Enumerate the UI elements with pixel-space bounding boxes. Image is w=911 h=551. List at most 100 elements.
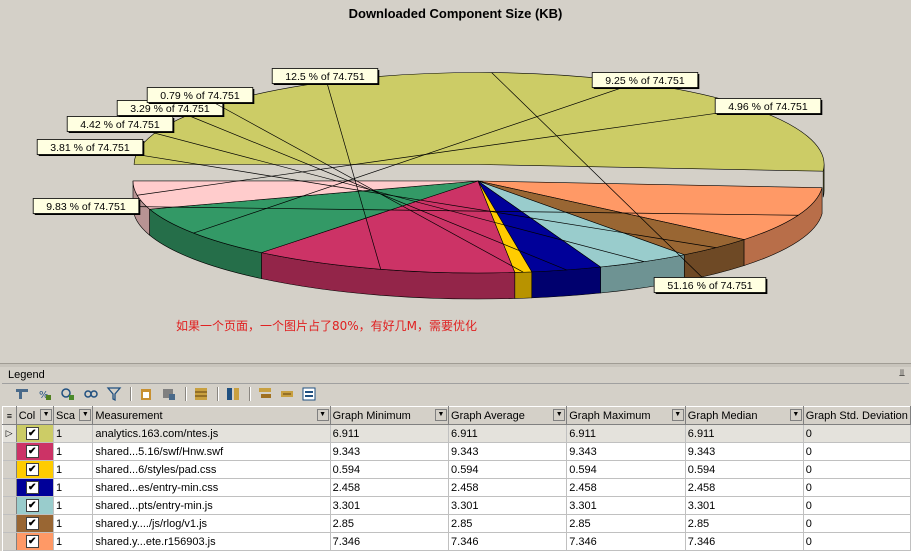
graph-std-deviation-cell: 0 [803, 514, 911, 533]
column-header-label: Col [18, 409, 36, 422]
table-row[interactable]: ✔ 1 shared.y...ete.r156903.js 7.346 7.346 7.3… [2, 532, 911, 551]
annotation-text: 如果一个页面，一个图片占了80%，有好几M，需要优化 [176, 319, 478, 333]
column-header-graph-average[interactable]: Graph Average ▼ [448, 406, 568, 425]
show-icon[interactable] [83, 386, 99, 402]
color-cell: ✔ [16, 532, 55, 551]
graph-maximum-cell: 0.594 [566, 460, 686, 479]
collapse-icon[interactable] [279, 386, 295, 402]
column-header-label: Graph Maximum [569, 409, 651, 422]
visibility-checkbox[interactable]: ✔ [25, 463, 39, 476]
expand-icon[interactable] [257, 386, 273, 402]
chevron-down-icon[interactable]: ▼ [789, 409, 802, 421]
chevron-down-icon[interactable]: ▼ [553, 409, 566, 421]
configure-icon[interactable] [14, 386, 30, 402]
pie-slice[interactable] [260, 180, 516, 274]
graph-std-deviation-cell: 0 [803, 460, 911, 479]
scale-icon[interactable]: % [37, 386, 53, 402]
row-selector[interactable] [2, 442, 17, 461]
label-leader-line [137, 105, 769, 196]
label-leader-line [89, 146, 716, 248]
table-row[interactable]: ✔ 1 shared...pts/entry-min.js 3.301 3.301 3.3… [2, 496, 911, 515]
graph-average-cell: 6.911 [448, 424, 568, 443]
column-header-color[interactable]: Col ▼ [15, 406, 55, 425]
splitter[interactable] [0, 363, 911, 368]
table-row[interactable]: ✔ 1 shared...5.16/swf/Hnw.swf 9.343 9.343 9.3… [2, 442, 911, 461]
slice-label: 51.16 % of 74.751 [667, 280, 752, 292]
graph-minimum-cell: 2.458 [330, 478, 450, 497]
row-selector[interactable] [2, 478, 17, 497]
filter-icon[interactable] [106, 386, 122, 402]
row-selector-header[interactable]: ≡ [2, 406, 17, 425]
color-cell: ✔ [16, 460, 55, 479]
graph-minimum-cell: 0.594 [330, 460, 450, 479]
grid-icon[interactable] [193, 386, 209, 402]
visibility-checkbox[interactable]: ✔ [25, 499, 39, 512]
column-header-label: Graph Median [687, 409, 758, 422]
column-header-graph-median[interactable]: Graph Median ▼ [684, 406, 804, 425]
column-header-graph-std-deviation[interactable]: Graph Std. Deviation [802, 406, 911, 425]
export-icon[interactable] [161, 386, 177, 402]
visibility-checkbox[interactable]: ✔ [25, 517, 39, 530]
graph-std-deviation-cell: 0 [803, 478, 911, 497]
graph-average-cell: 0.594 [448, 460, 568, 479]
chevron-down-icon[interactable]: ▼ [316, 409, 329, 421]
table-row[interactable]: ✔ 1 shared...6/styles/pad.css 0.594 0.594 0.5… [2, 460, 911, 479]
graph-maximum-cell: 6.911 [566, 424, 686, 443]
graph-maximum-cell: 2.458 [566, 478, 686, 497]
column-header-measurement[interactable]: Measurement ▼ [92, 406, 331, 425]
label-leader-line [491, 72, 711, 286]
row-selector[interactable] [2, 514, 17, 533]
highlight-icon[interactable] [60, 386, 76, 402]
table-row[interactable]: ✔ 1 shared.y..../js/rlog/v1.js 2.85 2.85 2.85… [2, 514, 911, 533]
color-cell: ✔ [16, 514, 55, 533]
properties-icon[interactable] [301, 386, 317, 402]
color-cell: ✔ [16, 496, 55, 515]
column-header-graph-maximum[interactable]: Graph Maximum ▼ [566, 406, 686, 425]
scale-cell: 1 [53, 532, 94, 551]
graph-minimum-cell: 7.346 [330, 532, 450, 551]
graph-maximum-cell: 2.85 [566, 514, 686, 533]
row-selector[interactable] [2, 532, 17, 551]
slice-label: 12.5 % of 74.751 [285, 71, 365, 83]
graph-median-cell: 7.346 [685, 532, 804, 551]
chevron-down-icon[interactable]: ▼ [40, 409, 53, 421]
chevron-down-icon[interactable]: ▼ [79, 409, 92, 421]
label-leader-line [169, 107, 567, 271]
row-selector[interactable] [2, 460, 17, 479]
column-header-scale[interactable]: Sca ▼ [53, 406, 94, 425]
slice-label-box [146, 87, 254, 103]
visibility-checkbox[interactable]: ✔ [25, 481, 39, 494]
pin-icon[interactable]: ⫫ [899, 368, 905, 379]
graph-median-cell: 6.911 [685, 424, 804, 443]
visibility-checkbox[interactable]: ✔ [25, 535, 39, 548]
visibility-checkbox[interactable]: ✔ [25, 445, 39, 458]
column-header-label: Sca [56, 409, 76, 422]
table-row[interactable]: ✔ 1 shared...es/entry-min.css 2.458 2.458 2.4… [2, 478, 911, 497]
row-selector[interactable]: ▷ [2, 424, 17, 443]
graph-median-cell: 3.301 [685, 496, 804, 515]
graph-median-cell: 0.594 [685, 460, 804, 479]
chevron-down-icon[interactable]: ▼ [435, 409, 448, 421]
graph-average-cell: 3.301 [448, 496, 568, 515]
chart-area: Downloaded Component Size (KB) 51.16 % o… [32, 6, 825, 333]
column-header-graph-minimum[interactable]: Graph Minimum ▼ [329, 406, 450, 425]
measurement-cell: analytics.163.com/ntes.js [92, 424, 331, 443]
scale-cell: 1 [53, 514, 94, 533]
toolbar-separator [185, 387, 187, 401]
graph-minimum-cell: 9.343 [330, 442, 450, 461]
paste-icon[interactable] [138, 386, 154, 402]
table-row[interactable]: ▷ ✔ 1 analytics.163.com/ntes.js 6.911 6.911 6.… [2, 424, 911, 443]
measurement-cell: shared...5.16/swf/Hnw.swf [92, 442, 331, 461]
column-header-label: Graph Std. Deviation [805, 409, 908, 422]
chevron-down-icon[interactable]: ▼ [671, 409, 684, 421]
label-leader-line [324, 75, 382, 270]
slice-label: 4.42 % of 74.751 [80, 119, 160, 131]
columns-icon[interactable] [225, 386, 241, 402]
measurement-cell: shared.y...ete.r156903.js [92, 532, 331, 551]
row-selector[interactable] [2, 496, 17, 515]
legend-title: Legend [8, 369, 45, 381]
visibility-checkbox[interactable]: ✔ [25, 427, 39, 440]
slice-label: 0.79 % of 74.751 [160, 90, 240, 102]
legend-panel: Legend ⫫ % ≡ Col ▼ Sca [0, 367, 911, 551]
scale-cell: 1 [53, 478, 94, 497]
